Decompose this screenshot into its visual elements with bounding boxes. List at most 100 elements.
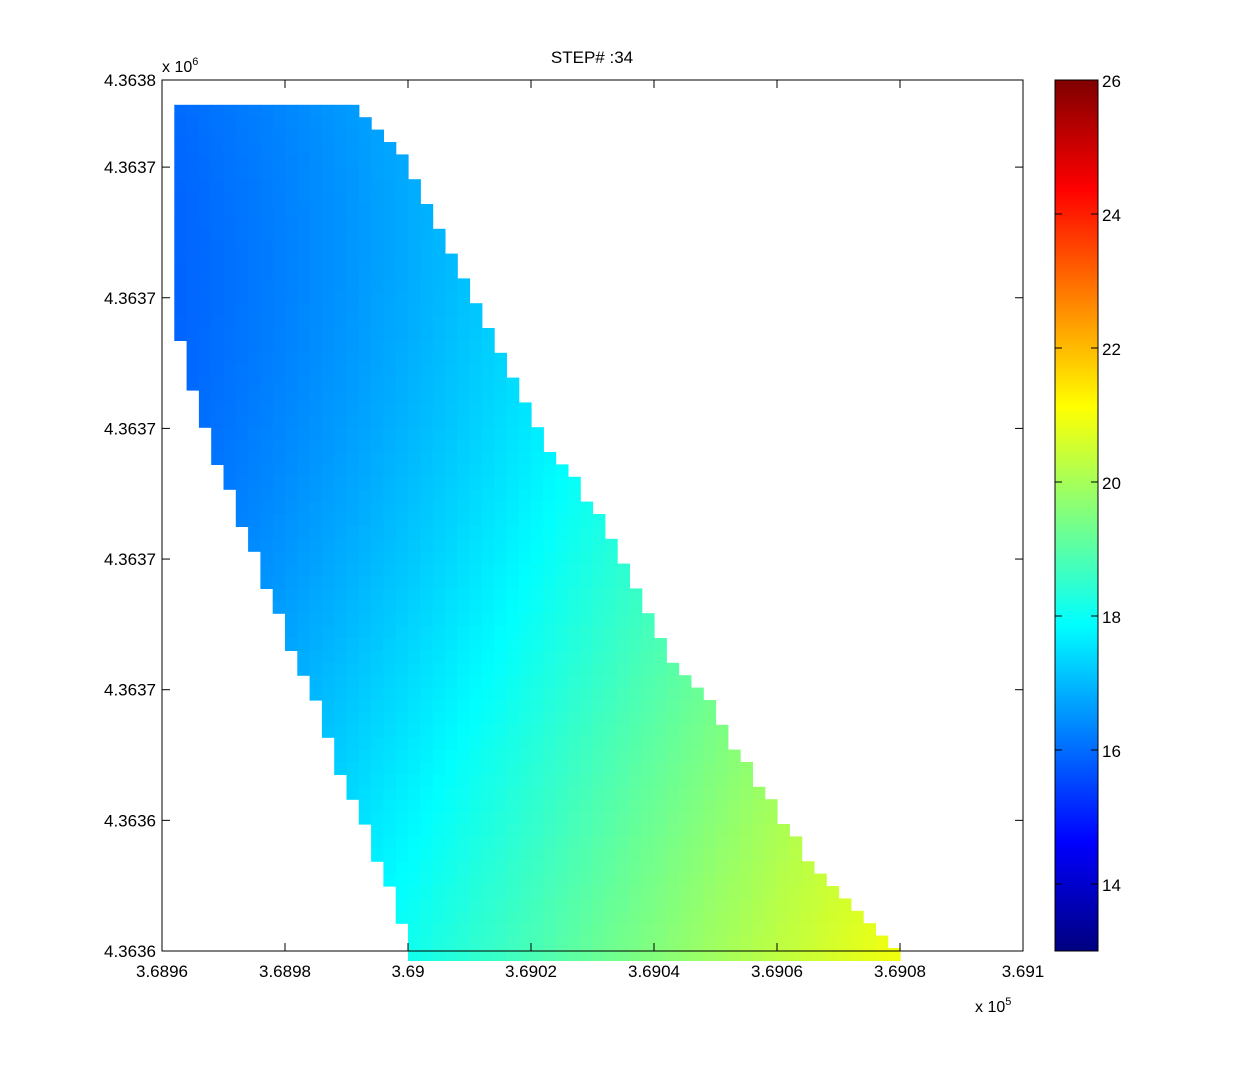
heatmap-cell xyxy=(334,340,348,354)
heatmap-cell xyxy=(371,216,384,230)
heatmap-cell xyxy=(457,700,471,713)
heatmap-cell xyxy=(309,427,323,441)
heatmap-cell xyxy=(604,563,618,577)
heatmap-cell xyxy=(457,402,471,416)
heatmap-cell xyxy=(666,774,680,788)
heatmap-cell xyxy=(567,489,581,503)
heatmap-cell xyxy=(358,390,372,403)
heatmap-cell xyxy=(543,762,557,775)
heatmap-cell xyxy=(395,737,409,751)
heatmap-cell xyxy=(469,873,483,887)
heatmap-cell xyxy=(715,935,729,949)
heatmap-cell xyxy=(395,873,409,887)
heatmap-cell xyxy=(469,625,483,639)
heatmap-cell xyxy=(543,563,557,577)
heatmap-cell xyxy=(641,799,655,813)
heatmap-cell xyxy=(383,824,397,837)
heatmap-cell xyxy=(752,923,766,937)
heatmap-cell xyxy=(321,526,335,540)
heatmap-cell xyxy=(198,390,212,403)
heatmap-cell xyxy=(531,439,544,453)
heatmap-cell xyxy=(469,613,483,627)
heatmap-cell xyxy=(309,129,323,143)
heatmap-cell xyxy=(408,799,421,813)
heatmap-cell xyxy=(444,700,458,713)
heatmap-cell xyxy=(826,898,840,912)
heatmap-cell xyxy=(727,786,741,800)
heatmap-cell xyxy=(248,427,261,441)
heatmap-cell xyxy=(494,923,507,937)
heatmap-cell xyxy=(198,253,212,267)
heatmap-cell xyxy=(260,315,274,329)
heatmap-cell xyxy=(260,390,274,403)
heatmap-cell xyxy=(666,675,680,689)
heatmap-cell xyxy=(531,476,544,490)
heatmap-cell xyxy=(444,352,458,366)
heatmap-cell xyxy=(457,774,471,788)
heatmap-cell xyxy=(285,576,298,589)
heatmap-cell xyxy=(531,576,544,589)
heatmap-cell xyxy=(248,514,261,527)
heatmap-cell xyxy=(580,848,594,862)
heatmap-cell xyxy=(309,166,323,180)
heatmap-cell xyxy=(346,142,360,155)
heatmap-cell xyxy=(309,625,323,639)
heatmap-cell xyxy=(580,824,594,837)
heatmap-cell xyxy=(469,675,483,689)
heatmap-cell xyxy=(383,762,397,775)
heatmap-cell xyxy=(518,861,532,875)
heatmap-cell xyxy=(555,774,569,788)
heatmap-cell xyxy=(371,576,384,589)
heatmap-cell xyxy=(481,848,495,862)
heatmap-cell xyxy=(358,476,372,490)
heatmap-cell xyxy=(334,117,348,131)
heatmap-cell xyxy=(629,948,643,961)
heatmap-cell xyxy=(592,786,606,800)
heatmap-cell xyxy=(346,377,360,391)
heatmap-cell xyxy=(371,290,384,304)
heatmap-cell xyxy=(395,762,409,775)
heatmap-cell xyxy=(715,737,729,751)
heatmap-cell xyxy=(629,712,643,726)
heatmap-cell xyxy=(592,514,606,527)
heatmap-cell xyxy=(457,315,471,329)
heatmap-cell xyxy=(494,811,507,825)
heatmap-cell xyxy=(469,303,483,317)
heatmap-cell xyxy=(715,762,729,775)
heatmap-cell xyxy=(321,266,335,279)
heatmap-cell xyxy=(346,191,360,205)
heatmap-cell xyxy=(358,613,372,627)
heatmap-cell xyxy=(358,154,372,168)
heatmap-cell xyxy=(518,662,532,676)
heatmap-cell xyxy=(297,501,311,515)
heatmap-cell xyxy=(395,638,409,651)
heatmap-cell xyxy=(481,700,495,713)
heatmap-cell xyxy=(690,824,704,837)
heatmap-cell xyxy=(469,464,483,478)
heatmap-cell xyxy=(174,241,188,255)
heatmap-cell xyxy=(826,910,840,924)
heatmap-cell xyxy=(629,687,643,701)
heatmap-cell xyxy=(703,898,717,912)
heatmap-cell xyxy=(235,340,249,354)
heatmap-cell xyxy=(531,749,544,763)
heatmap-cell xyxy=(580,551,594,565)
heatmap-cell xyxy=(174,166,188,180)
heatmap-cell xyxy=(543,712,557,726)
heatmap-cell xyxy=(543,737,557,751)
heatmap-cell xyxy=(727,762,741,775)
heatmap-cell xyxy=(211,315,225,329)
heatmap-cell xyxy=(297,414,311,428)
heatmap-cell xyxy=(678,898,692,912)
heatmap-cell xyxy=(420,576,434,589)
heatmap-cell xyxy=(358,303,372,317)
heatmap-cell xyxy=(740,786,753,800)
heatmap-cell xyxy=(309,526,323,540)
heatmap-cell xyxy=(531,910,544,924)
heatmap-cell xyxy=(580,737,594,751)
heatmap-cell xyxy=(494,526,507,540)
heatmap-cell xyxy=(641,687,655,701)
heatmap-cell xyxy=(408,191,421,205)
heatmap-cell xyxy=(223,154,237,168)
heatmap-cell xyxy=(420,228,434,242)
